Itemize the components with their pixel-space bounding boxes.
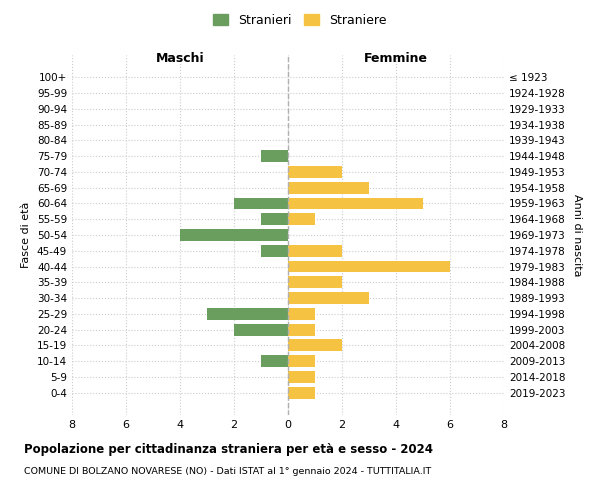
Bar	[288, 245, 342, 256]
Text: Femmine: Femmine	[364, 52, 428, 64]
Bar	[261, 214, 288, 225]
Bar	[288, 214, 315, 225]
Bar	[288, 166, 342, 178]
Y-axis label: Anni di nascita: Anni di nascita	[572, 194, 582, 276]
Bar	[288, 387, 315, 398]
Text: COMUNE DI BOLZANO NOVARESE (NO) - Dati ISTAT al 1° gennaio 2024 - TUTTITALIA.IT: COMUNE DI BOLZANO NOVARESE (NO) - Dati I…	[24, 468, 431, 476]
Text: Maschi: Maschi	[155, 52, 205, 64]
Bar	[288, 276, 342, 288]
Text: Popolazione per cittadinanza straniera per età e sesso - 2024: Popolazione per cittadinanza straniera p…	[24, 442, 433, 456]
Bar	[288, 356, 315, 367]
Bar	[288, 308, 315, 320]
Bar	[288, 292, 369, 304]
Bar	[288, 198, 423, 209]
Bar	[234, 198, 288, 209]
Bar	[288, 324, 315, 336]
Bar	[207, 308, 288, 320]
Bar	[180, 229, 288, 241]
Y-axis label: Fasce di età: Fasce di età	[22, 202, 31, 268]
Bar	[261, 245, 288, 256]
Legend: Stranieri, Straniere: Stranieri, Straniere	[208, 8, 392, 32]
Bar	[288, 340, 342, 351]
Bar	[234, 324, 288, 336]
Bar	[261, 150, 288, 162]
Bar	[288, 260, 450, 272]
Bar	[288, 371, 315, 383]
Bar	[261, 356, 288, 367]
Bar	[288, 182, 369, 194]
